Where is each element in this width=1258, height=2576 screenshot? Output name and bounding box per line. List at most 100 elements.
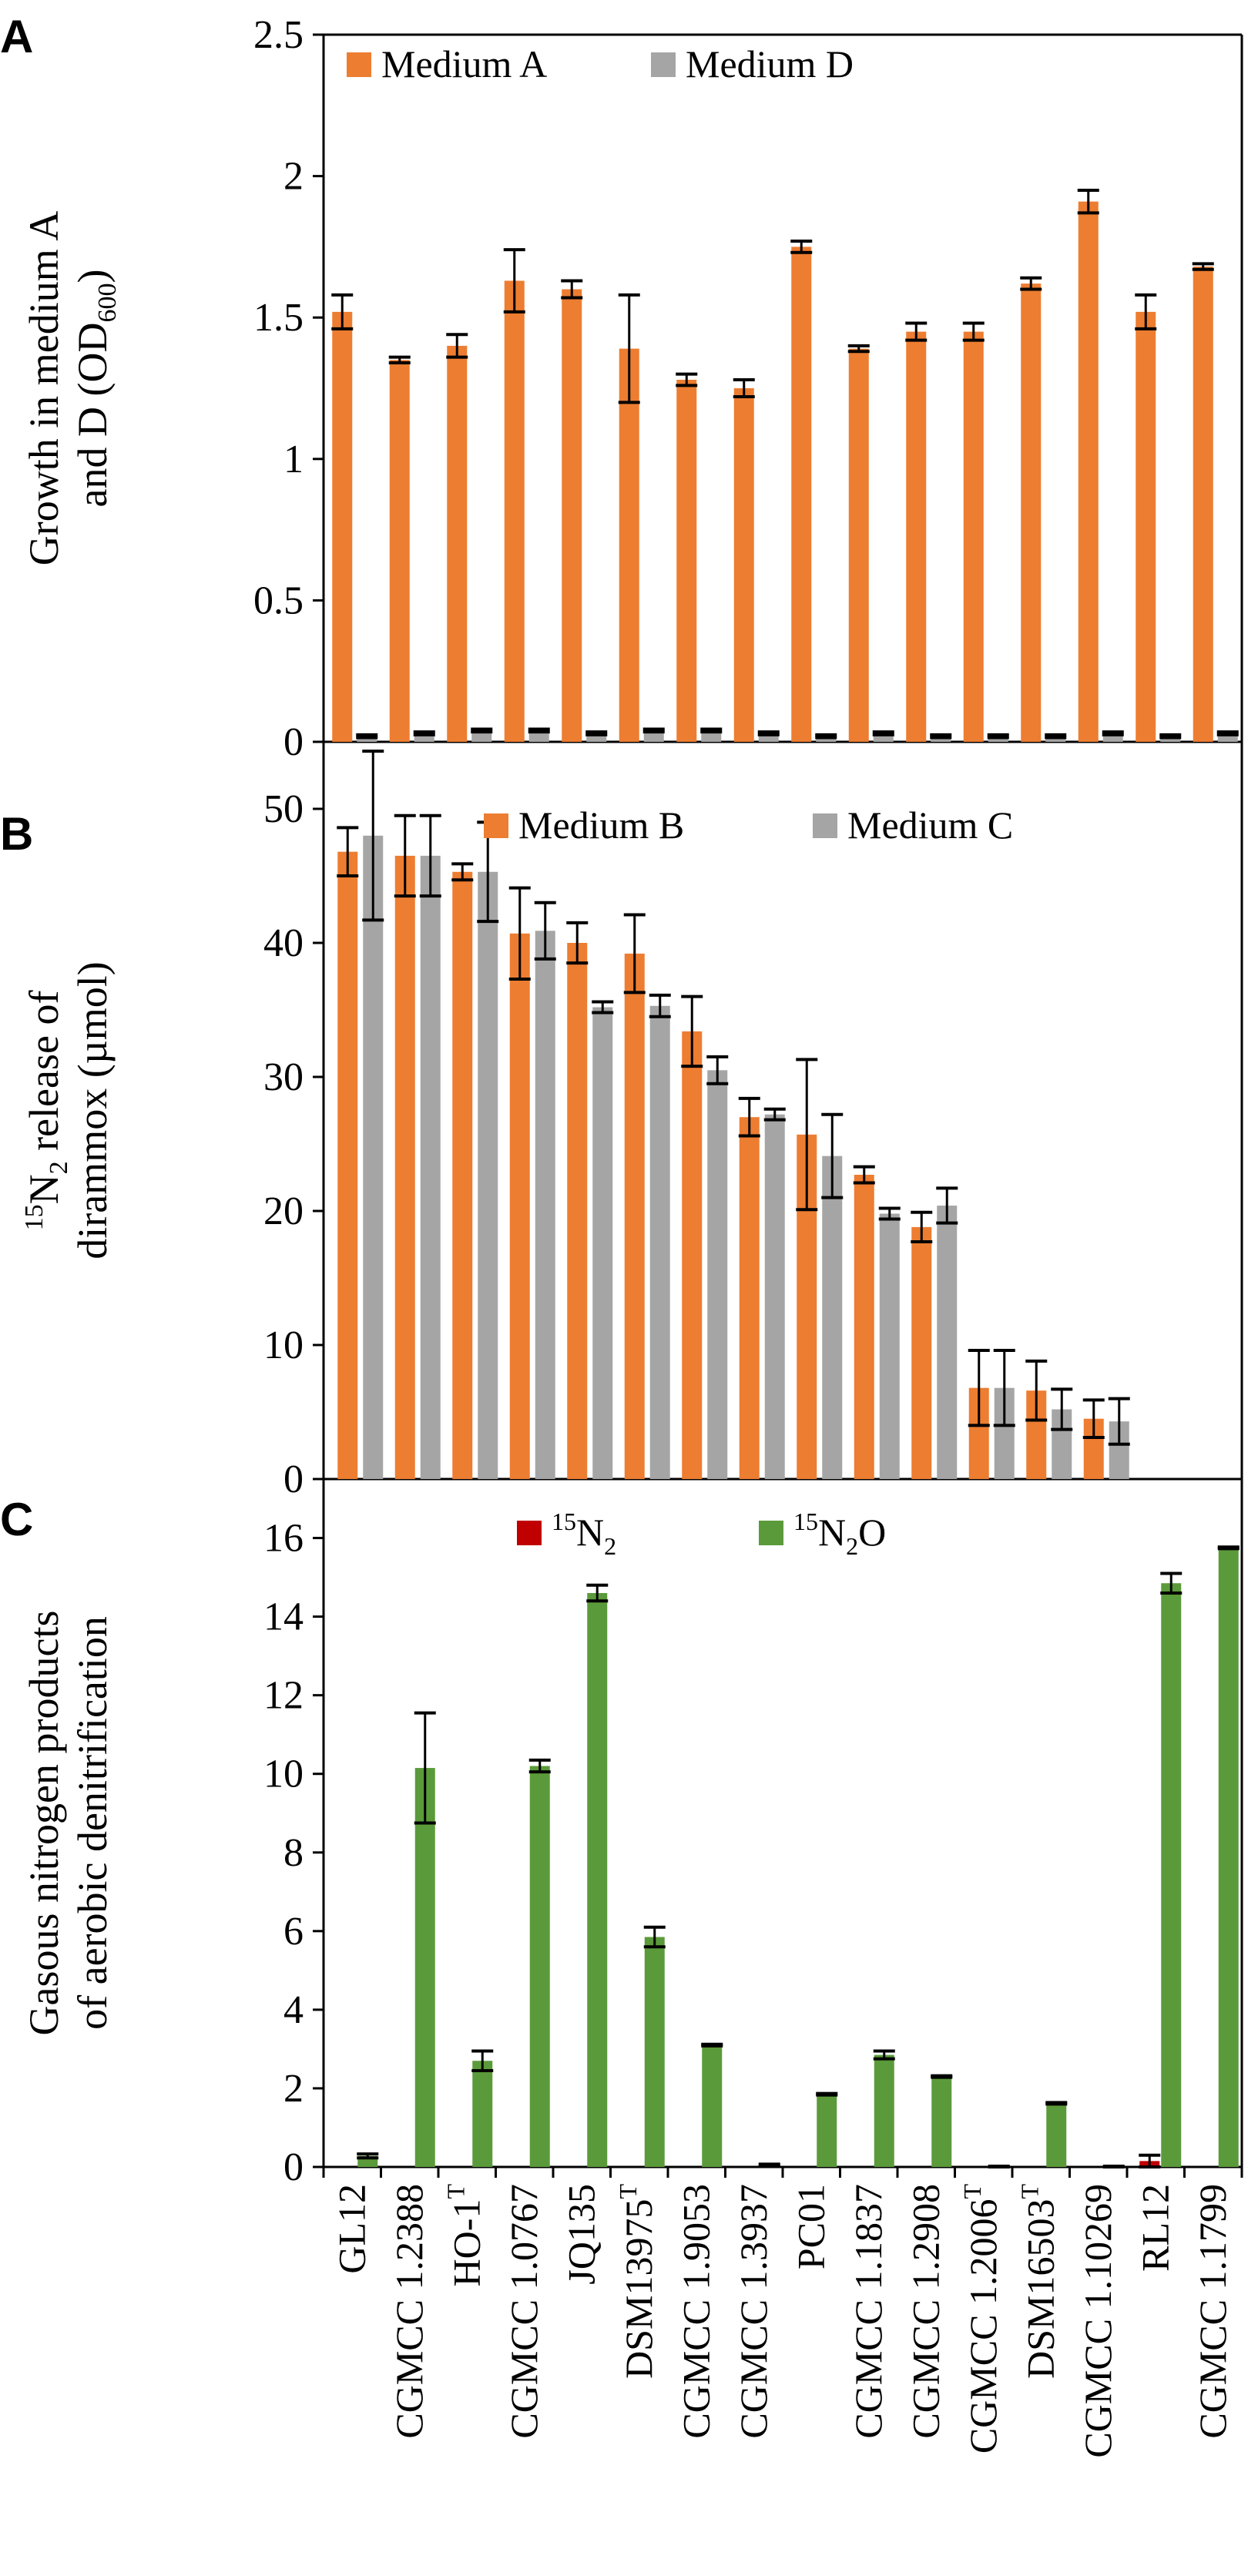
- category-label-4: JQ135: [559, 2184, 602, 2285]
- legend-label-B-0: Medium B: [518, 803, 684, 847]
- bar-C-1-2: [472, 2061, 493, 2167]
- y-tick-label: 12: [263, 1674, 304, 1718]
- category-label-11: CGMCC 1.2006T: [958, 2184, 1005, 2454]
- y-tick-label: 14: [263, 1595, 304, 1639]
- bar-C-1-4: [587, 1592, 608, 2167]
- bar-B-1-1: [420, 855, 441, 1479]
- bar-A-0-9: [848, 348, 869, 742]
- bar-A-0-10: [906, 331, 927, 742]
- panel-letter-A: A: [0, 11, 33, 62]
- category-label-7: CGMCC 1.3937: [732, 2184, 775, 2439]
- bar-B-0-4: [567, 943, 588, 1479]
- category-label-10: CGMCC 1.2908: [904, 2184, 947, 2439]
- bar-B-1-4: [592, 1007, 613, 1479]
- bar-A-0-7: [733, 388, 754, 742]
- bar-A-0-1: [389, 360, 410, 742]
- bar-B-0-3: [509, 933, 530, 1479]
- y-axis-label-line2: dirammox (µmol): [69, 961, 116, 1259]
- bar-C-1-5: [644, 1937, 665, 2167]
- legend-swatch-C-0: [517, 1521, 542, 1545]
- bar-C-1-15: [1218, 1548, 1239, 2167]
- y-tick-label: 0.5: [253, 579, 304, 622]
- category-label-12: DSM16503T: [1015, 2184, 1062, 2379]
- y-tick-label: 2: [283, 155, 304, 199]
- bar-A-0-5: [619, 348, 639, 742]
- y-tick-label: 1.5: [253, 296, 304, 340]
- bar-A-0-2: [447, 345, 468, 742]
- y-tick-label: 10: [263, 1753, 304, 1796]
- category-label-1: CGMCC 1.2388: [387, 2184, 431, 2439]
- chart-marks: [331, 52, 1240, 2168]
- category-label-5: DSM13975T: [614, 2184, 660, 2379]
- bar-A-0-0: [332, 311, 353, 743]
- bar-B-1-3: [535, 931, 555, 1479]
- panel-letter-B: B: [0, 808, 33, 860]
- bar-B-0-0: [337, 851, 358, 1479]
- bar-C-1-12: [1046, 2103, 1067, 2167]
- category-label-8: PC01: [789, 2184, 832, 2269]
- bar-A-0-14: [1136, 311, 1156, 743]
- bar-B-0-1: [394, 855, 415, 1479]
- legend-swatch-B-1: [813, 813, 837, 838]
- bar-B-1-9: [879, 1213, 900, 1479]
- legend-swatch-A-1: [651, 52, 676, 77]
- y-tick-label: 2.5: [253, 13, 304, 57]
- category-label-9: CGMCC 1.1837: [847, 2184, 890, 2439]
- y-tick-label: 2: [283, 2067, 304, 2111]
- bar-B-1-2: [478, 871, 498, 1479]
- y-tick-label: 20: [263, 1189, 304, 1233]
- bar-A-1-9: [873, 733, 894, 742]
- y-axis-label-line2: and D (OD600): [69, 270, 122, 508]
- category-label-3: CGMCC 1.0767: [502, 2184, 545, 2439]
- legend-label-C-1: 15N2O: [793, 1508, 886, 1560]
- bar-C-1-9: [874, 2054, 894, 2167]
- category-label-15: CGMCC 1.1799: [1191, 2184, 1234, 2439]
- y-tick-label: 6: [283, 1910, 304, 1954]
- y-tick-label: 16: [263, 1517, 304, 1561]
- legend-label-B-1: Medium C: [847, 803, 1013, 847]
- y-axis-label-C: Gasous nitrogen products of aerobic denit…: [21, 1611, 116, 2036]
- bar-B-1-5: [649, 1005, 670, 1479]
- bar-A-1-4: [586, 733, 607, 742]
- y-tick-label: 30: [263, 1055, 304, 1099]
- bar-C-1-10: [931, 2076, 952, 2167]
- y-tick-label: 8: [283, 1831, 304, 1875]
- bar-C-1-6: [702, 2044, 723, 2167]
- y-tick-label: 0: [283, 720, 304, 764]
- legend-label-A-1: Medium D: [686, 42, 854, 86]
- legend-swatch-A-0: [347, 52, 371, 77]
- chart-text: 0 0.5 1 1.5 2 2.5 Medium A Medium D A Growth in m…: [0, 11, 1234, 2458]
- category-label-13: CGMCC 1.10269: [1076, 2184, 1119, 2458]
- bar-B-1-0: [363, 835, 384, 1479]
- y-axis-label-B: 15N2 release of dirammox (µmol): [20, 961, 116, 1259]
- bar-A-0-13: [1078, 201, 1099, 742]
- y-axis-label-line1: 15N2 release of: [20, 991, 73, 1231]
- bar-B-0-5: [624, 953, 645, 1479]
- y-tick-label: 0: [283, 1457, 304, 1501]
- y-tick-label: 10: [263, 1323, 304, 1367]
- bar-A-1-7: [758, 733, 779, 742]
- bar-B-1-8: [822, 1156, 843, 1479]
- category-label-6: CGMCC 1.9053: [674, 2184, 717, 2439]
- bar-A-1-15: [1217, 733, 1238, 742]
- bar-B-0-6: [682, 1031, 703, 1479]
- bar-B-1-10: [937, 1206, 958, 1479]
- category-label-14: RL12: [1133, 2184, 1176, 2272]
- legend-swatch-B-0: [484, 813, 508, 838]
- legend-label-C-0: 15N2: [552, 1508, 616, 1560]
- bar-A-0-4: [562, 289, 582, 743]
- y-axis-label-line1: Growth in medium A: [21, 211, 67, 565]
- y-tick-label: 0: [283, 2145, 304, 2189]
- y-tick-label: 1: [283, 438, 304, 481]
- bar-C-1-14: [1161, 1583, 1182, 2167]
- bar-A-0-12: [1021, 283, 1042, 742]
- bar-A-0-8: [791, 247, 812, 742]
- bar-B-1-6: [707, 1070, 728, 1479]
- legend-swatch-C-1: [759, 1521, 783, 1545]
- category-label-2: HO-1T: [441, 2184, 488, 2287]
- bar-A-0-3: [504, 280, 525, 742]
- y-axis-label-line1: Gasous nitrogen products: [21, 1611, 67, 2036]
- bar-B-0-2: [452, 871, 473, 1479]
